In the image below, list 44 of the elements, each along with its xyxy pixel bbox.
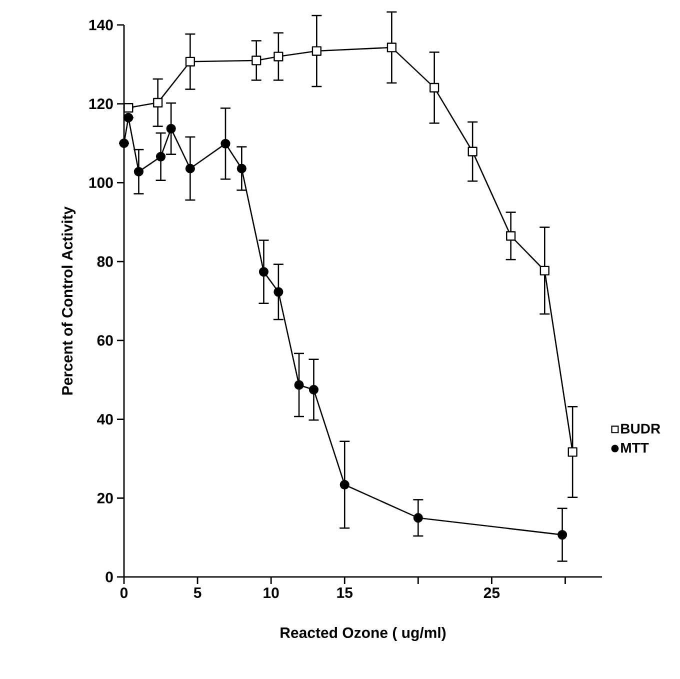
- point: [540, 266, 550, 276]
- y-tick-label: 140: [89, 20, 113, 30]
- point: [153, 98, 163, 108]
- point: [185, 56, 195, 66]
- point: [236, 164, 246, 174]
- y-tick-label: 60: [97, 335, 113, 346]
- point: [166, 124, 176, 134]
- point: [430, 82, 440, 92]
- y-tick-label: 20: [97, 492, 113, 504]
- legend-label: BUDR: [621, 424, 660, 434]
- x-tick-label: 0: [120, 588, 128, 598]
- point: [134, 166, 144, 176]
- point: [185, 164, 195, 174]
- point: [468, 146, 478, 156]
- x-tick-label: 5: [194, 588, 202, 598]
- y-tick-label: 40: [97, 414, 113, 425]
- point: [340, 480, 350, 490]
- x-tick-label: 15: [337, 588, 353, 598]
- point: [308, 384, 319, 394]
- y-tick-label: 120: [89, 98, 113, 110]
- y-tick-label: 100: [89, 177, 113, 188]
- point: [220, 138, 230, 148]
- point: [568, 447, 578, 457]
- point: [252, 56, 262, 66]
- point: [274, 287, 284, 297]
- point: [156, 152, 166, 162]
- y-tick-label: 0: [106, 572, 113, 582]
- x-tick-label: 25: [484, 588, 500, 598]
- legend-label: MTT: [621, 442, 649, 453]
- point: [119, 138, 129, 148]
- point: [294, 380, 304, 390]
- point: [124, 102, 134, 113]
- x-axis-title: Reacted Ozone ( ug/ml): [280, 627, 446, 642]
- y-tick-label: 80: [97, 256, 113, 267]
- y-axis-title: Percent of Control Activity: [62, 206, 76, 395]
- point: [258, 267, 269, 277]
- point: [557, 530, 568, 540]
- point: [274, 52, 284, 62]
- point: [386, 42, 396, 52]
- point: [413, 513, 423, 523]
- point: [506, 231, 516, 241]
- point: [124, 112, 134, 122]
- point: [312, 46, 322, 56]
- x-tick-label: 10: [264, 588, 279, 598]
